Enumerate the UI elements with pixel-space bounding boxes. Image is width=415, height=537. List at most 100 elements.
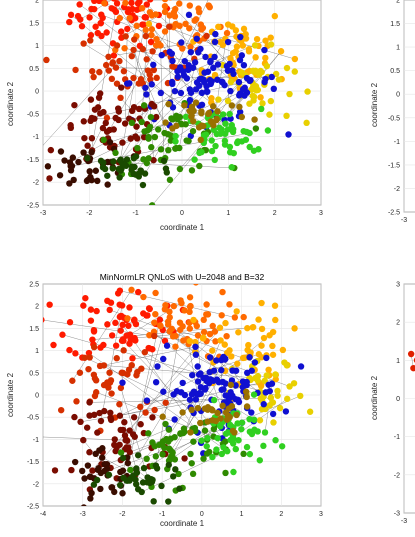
connector-line <box>118 162 235 169</box>
data-point <box>86 354 93 361</box>
data-point <box>283 64 291 72</box>
data-point <box>165 498 172 505</box>
data-point <box>69 377 76 384</box>
data-point <box>201 69 208 76</box>
data-point <box>172 5 179 13</box>
data-point <box>217 130 224 137</box>
data-point <box>214 434 221 442</box>
data-point <box>100 362 108 369</box>
data-point <box>262 54 269 62</box>
data-point <box>219 111 227 118</box>
data-point <box>232 382 239 389</box>
data-point <box>161 8 169 16</box>
y-tick-label: -2 <box>394 472 400 479</box>
data-point <box>132 171 139 178</box>
data-point <box>187 43 194 51</box>
data-point <box>112 149 119 157</box>
data-point <box>141 349 149 356</box>
data-point <box>86 399 93 406</box>
data-point <box>160 157 168 164</box>
data-point <box>112 342 120 349</box>
data-point <box>264 127 272 134</box>
data-point <box>257 395 264 402</box>
data-point <box>94 429 101 436</box>
data-point <box>193 284 199 286</box>
data-point <box>206 368 213 376</box>
data-point <box>192 16 200 23</box>
data-point <box>198 437 205 444</box>
data-point <box>151 319 158 326</box>
data-point <box>96 68 103 76</box>
data-point <box>209 453 216 461</box>
y-tick-label: -1 <box>394 139 400 146</box>
data-point <box>196 75 204 83</box>
data-point <box>208 137 215 144</box>
data-point <box>121 432 129 439</box>
data-point <box>258 105 265 113</box>
data-point <box>90 343 98 351</box>
data-point <box>249 323 257 331</box>
data-point <box>306 408 314 415</box>
data-point <box>110 158 117 165</box>
data-point <box>198 89 206 97</box>
data-point <box>33 149 39 155</box>
data-point <box>210 425 218 433</box>
data-point <box>84 142 91 149</box>
data-point <box>103 29 110 36</box>
data-point <box>116 441 123 448</box>
data-point <box>50 341 57 349</box>
data-point <box>146 305 153 313</box>
data-point <box>250 391 258 398</box>
data-point <box>122 437 129 444</box>
data-point <box>178 121 185 128</box>
data-point <box>166 314 173 321</box>
data-point <box>203 83 210 90</box>
data-point <box>139 45 147 53</box>
data-point <box>196 390 203 397</box>
data-point <box>263 372 270 379</box>
data-point <box>179 323 186 330</box>
data-point <box>124 80 131 87</box>
data-point <box>141 170 149 177</box>
data-point <box>126 14 133 22</box>
data-point <box>196 162 203 170</box>
data-point <box>186 325 194 332</box>
data-point <box>138 365 145 372</box>
data-point <box>86 412 93 419</box>
data-point <box>116 401 123 408</box>
data-point <box>117 384 125 392</box>
y-tick-label: -1 <box>33 134 39 141</box>
x-tick-label: -1 <box>159 511 165 518</box>
y-tick-label: -0.5 <box>27 415 39 422</box>
data-point <box>209 347 216 354</box>
data-point <box>118 84 125 91</box>
data-point <box>150 156 157 164</box>
data-point <box>172 466 179 473</box>
data-point <box>107 416 115 424</box>
data-point <box>185 62 192 69</box>
y-tick-label: 2 <box>396 320 400 327</box>
data-point <box>159 451 166 458</box>
data-point <box>257 382 265 390</box>
data-point <box>123 444 130 451</box>
data-point <box>142 32 150 40</box>
data-point <box>116 481 124 489</box>
data-point <box>162 119 169 126</box>
data-point <box>171 87 179 95</box>
data-point <box>167 137 174 144</box>
data-point <box>176 485 183 492</box>
data-point <box>87 32 95 39</box>
data-point <box>261 429 269 436</box>
x-tick-label: 1 <box>226 210 230 217</box>
data-point <box>112 64 120 71</box>
data-point <box>189 127 197 135</box>
data-point <box>251 116 258 123</box>
data-point <box>89 68 96 75</box>
data-point <box>240 313 247 321</box>
data-point <box>122 33 129 40</box>
data-point <box>87 495 94 502</box>
data-point <box>140 464 148 472</box>
data-point <box>72 66 79 74</box>
data-point <box>96 90 104 97</box>
data-point <box>105 53 112 60</box>
